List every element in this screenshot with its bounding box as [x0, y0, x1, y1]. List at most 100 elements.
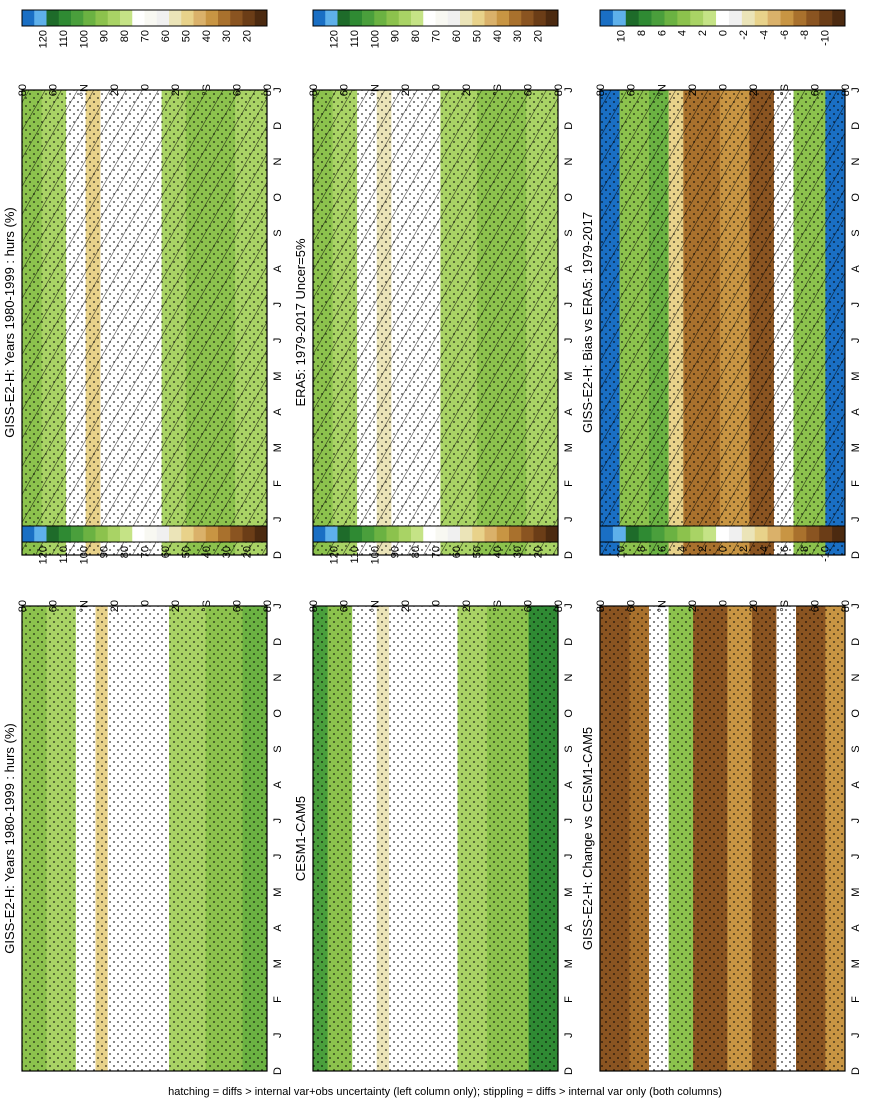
- x-tick-label: O: [563, 709, 575, 718]
- colorbar-tick-label: 10: [615, 546, 627, 558]
- colorbar-tick-label: 40: [201, 546, 213, 558]
- colorbar-tick-label: 0: [718, 30, 730, 36]
- colorbar-swatch: [460, 10, 473, 26]
- colorbar-tick-label: -8: [799, 546, 811, 556]
- colorbar-tick-label: -10: [820, 30, 832, 46]
- colorbar-swatch: [132, 526, 145, 542]
- y-tick-label: 20: [109, 84, 121, 96]
- colorbar-tick-label: -4: [758, 546, 770, 556]
- x-tick-label: A: [850, 924, 862, 932]
- colorbar-swatch: [193, 526, 207, 542]
- colorbar-swatch: [496, 10, 510, 26]
- y-tick-label: 80: [840, 84, 852, 96]
- y-tick-label: °N: [656, 84, 668, 96]
- colorbar-tick-label: 70: [431, 30, 443, 42]
- colorbar-swatch: [230, 526, 243, 542]
- plot-frame: [312, 605, 559, 1072]
- y-tick-label: 80: [595, 84, 607, 96]
- y-tick-label: 20: [461, 600, 473, 612]
- y-tick-label: 20: [461, 84, 473, 96]
- colorbar-swatch: [664, 10, 678, 26]
- colorbar-swatch: [254, 10, 268, 26]
- colorbar-swatch: [156, 526, 170, 542]
- y-tick-label: 80: [17, 84, 29, 96]
- x-tick-label: A: [563, 265, 575, 273]
- x-tick-label: S: [272, 229, 284, 236]
- colorbar-swatch: [472, 10, 485, 26]
- colorbar-swatch: [509, 526, 522, 542]
- colorbar-tick-label: 120: [328, 546, 340, 564]
- colorbar-swatch: [374, 526, 387, 542]
- colorbar-swatch: [22, 10, 35, 26]
- colorbar-tick-label: 120: [37, 30, 49, 48]
- colorbar-swatch: [398, 526, 412, 542]
- colorbar-swatch: [218, 10, 231, 26]
- colorbar-swatch: [398, 10, 412, 26]
- colorbar-tick-label: 100: [369, 30, 381, 48]
- x-tick-label: N: [563, 674, 575, 682]
- colorbar-swatch: [533, 526, 547, 542]
- y-tick-label: 20: [109, 600, 121, 612]
- colorbar-swatch: [423, 526, 436, 542]
- y-tick-label: 60: [809, 84, 821, 96]
- colorbar-swatch: [509, 10, 522, 26]
- colorbar-swatch: [181, 10, 194, 26]
- colorbar-swatch: [793, 10, 807, 26]
- x-tick-label: N: [850, 158, 862, 166]
- colorbar-swatch: [349, 10, 363, 26]
- plot-frame: [312, 89, 559, 556]
- x-tick-label: J: [850, 338, 862, 344]
- colorbar-swatch: [728, 10, 743, 26]
- x-tick-label: D: [563, 638, 575, 646]
- y-tick-label: 80: [595, 600, 607, 612]
- x-tick-label: M: [850, 888, 862, 897]
- colorbar-swatch: [242, 526, 256, 542]
- colorbar-swatch: [58, 10, 72, 26]
- colorbar-swatch: [325, 526, 338, 542]
- x-tick-label: J: [850, 87, 862, 93]
- x-tick-label: A: [272, 781, 284, 789]
- x-tick-label: D: [272, 122, 284, 130]
- y-tick-label: 80: [308, 600, 320, 612]
- panel-p2: GISS-E2-H: Years 1980-1999 : hurs (%) D J F…: [2, 525, 284, 1075]
- colorbar-swatch: [193, 10, 207, 26]
- colorbar-tick-label: 80: [119, 546, 131, 558]
- colorbar-tick-label: 110: [58, 546, 70, 564]
- x-tick-label: D: [850, 638, 862, 646]
- colorbar-frame: [599, 525, 846, 543]
- colorbar-swatch: [625, 10, 639, 26]
- colorbar-swatch: [34, 526, 47, 542]
- x-tick-label: A: [272, 924, 284, 932]
- colorbar-tick-label: -8: [799, 30, 811, 40]
- colorbar-tick-label: 110: [58, 30, 70, 48]
- x-tick-label: M: [563, 888, 575, 897]
- x-tick-label: A: [563, 924, 575, 932]
- colorbar-swatch: [484, 10, 498, 26]
- colorbar-tick-label: 20: [242, 546, 254, 558]
- colorbar-swatch: [638, 526, 652, 542]
- stippling-overlay: [22, 606, 267, 1071]
- y-tick-label: 0: [431, 84, 443, 90]
- colorbar-tick-label: 90: [99, 546, 111, 558]
- x-tick-label: A: [563, 781, 575, 789]
- x-tick-label: J: [272, 1032, 284, 1038]
- x-tick-label: J: [563, 87, 575, 93]
- colorbar-swatch: [484, 526, 498, 542]
- x-tick-label: J: [272, 818, 284, 824]
- y-tick-label: 80: [262, 600, 274, 612]
- colorbar-tick-label: 50: [180, 546, 192, 558]
- y-tick-label: 60: [339, 84, 351, 96]
- x-tick-label: J: [850, 1032, 862, 1038]
- y-tick-label: °S: [779, 600, 791, 612]
- y-tick-label: 0: [718, 600, 730, 606]
- colorbar-swatch: [205, 526, 219, 542]
- y-tick-label: 80: [553, 84, 565, 96]
- x-tick-label: S: [563, 229, 575, 236]
- colorbar-tick-label: 30: [221, 546, 233, 558]
- y-tick-label: 20: [170, 84, 182, 96]
- colorbar-swatch: [545, 10, 559, 26]
- y-tick-label: °N: [369, 84, 381, 96]
- colorbar-swatch: [651, 526, 665, 542]
- y-tick-label: °S: [779, 84, 791, 96]
